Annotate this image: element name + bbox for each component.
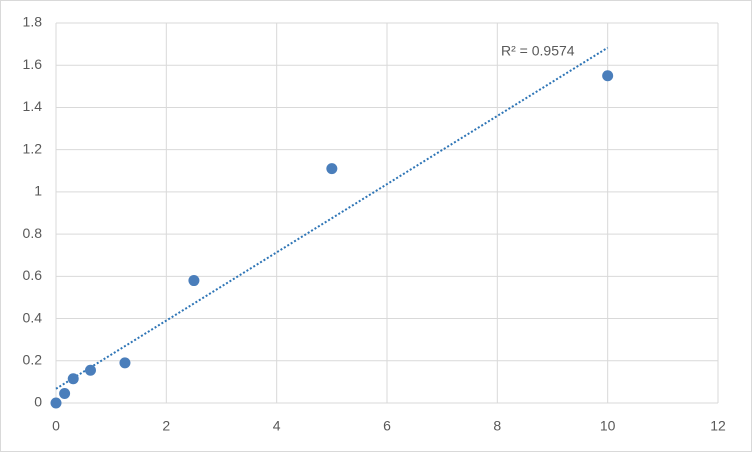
y-tick-label: 1.2 [23, 140, 43, 156]
data-point [84, 364, 96, 376]
y-tick-label: 0.2 [23, 351, 43, 367]
y-tick-label: 1 [34, 183, 42, 199]
y-tick-label: 0.6 [23, 267, 43, 283]
x-tick-label: 4 [273, 418, 281, 434]
x-tick-label: 0 [52, 418, 60, 434]
annotation: R² = 0.9574 [501, 43, 575, 59]
data-point [59, 388, 71, 399]
y-tick-label: 0.4 [23, 309, 43, 325]
y-tick-label: 1.6 [23, 56, 43, 72]
x-tick-label: 2 [162, 418, 170, 434]
data-point [188, 275, 200, 287]
x-tick-label: 8 [493, 418, 501, 434]
x-tick-label: 12 [710, 418, 726, 434]
y-tick-label: 0.8 [23, 225, 43, 241]
data-point [50, 397, 62, 409]
y-tick-label: 1.4 [23, 98, 43, 114]
data-point [119, 357, 131, 369]
x-tick-label: 10 [600, 418, 616, 434]
data-point [602, 70, 614, 82]
data-point [326, 163, 338, 175]
x-tick-label: 6 [383, 418, 391, 434]
y-tick-label: 0 [34, 394, 42, 410]
data-point [67, 373, 79, 385]
y-tick-label: 1.8 [23, 14, 43, 30]
trendline [55, 46, 609, 390]
